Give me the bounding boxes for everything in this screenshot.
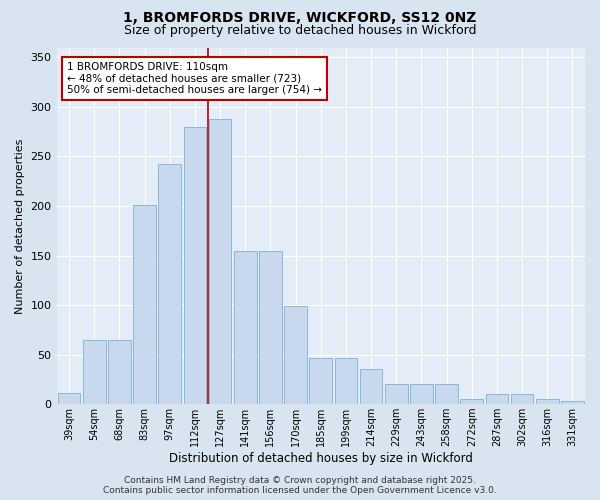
Bar	[511, 394, 533, 404]
X-axis label: Distribution of detached houses by size in Wickford: Distribution of detached houses by size …	[169, 452, 473, 465]
Bar	[83, 340, 106, 404]
Bar	[536, 399, 559, 404]
Bar	[310, 358, 332, 404]
Bar	[259, 250, 282, 404]
Text: Contains HM Land Registry data © Crown copyright and database right 2025.
Contai: Contains HM Land Registry data © Crown c…	[103, 476, 497, 495]
Bar	[209, 119, 232, 404]
Text: 1, BROMFORDS DRIVE, WICKFORD, SS12 0NZ: 1, BROMFORDS DRIVE, WICKFORD, SS12 0NZ	[124, 11, 476, 25]
Bar	[335, 358, 357, 404]
Bar	[133, 205, 156, 404]
Text: Size of property relative to detached houses in Wickford: Size of property relative to detached ho…	[124, 24, 476, 37]
Bar	[435, 384, 458, 404]
Bar	[158, 164, 181, 404]
Bar	[360, 370, 382, 404]
Bar	[108, 340, 131, 404]
Text: 1 BROMFORDS DRIVE: 110sqm
← 48% of detached houses are smaller (723)
50% of semi: 1 BROMFORDS DRIVE: 110sqm ← 48% of detac…	[67, 62, 322, 95]
Bar	[234, 250, 257, 404]
Bar	[385, 384, 407, 404]
Bar	[410, 384, 433, 404]
Y-axis label: Number of detached properties: Number of detached properties	[15, 138, 25, 314]
Bar	[184, 127, 206, 404]
Bar	[284, 306, 307, 404]
Bar	[58, 394, 80, 404]
Bar	[561, 401, 584, 404]
Bar	[485, 394, 508, 404]
Bar	[460, 399, 483, 404]
